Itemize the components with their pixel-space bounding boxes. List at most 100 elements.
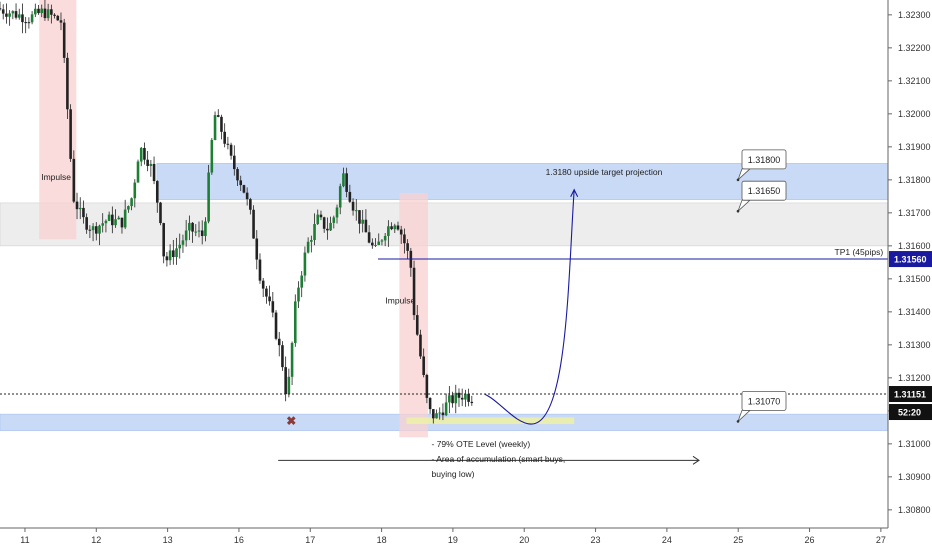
- candle[interactable]: [152, 156, 156, 185]
- candle[interactable]: [143, 142, 146, 165]
- candle[interactable]: [88, 225, 92, 239]
- candle[interactable]: [415, 305, 419, 336]
- candle[interactable]: [62, 18, 66, 63]
- candle[interactable]: [168, 244, 172, 266]
- candle[interactable]: [24, 16, 27, 34]
- candle[interactable]: [454, 384, 458, 414]
- candle[interactable]: [364, 209, 368, 233]
- candle[interactable]: [75, 192, 79, 220]
- candle[interactable]: [351, 198, 355, 216]
- candle[interactable]: [249, 197, 252, 215]
- candle[interactable]: [335, 204, 339, 224]
- candle[interactable]: [98, 224, 101, 246]
- candle[interactable]: [40, 4, 44, 18]
- candle[interactable]: [50, 4, 53, 24]
- candle[interactable]: [14, 3, 18, 20]
- candle[interactable]: [265, 285, 268, 304]
- candle[interactable]: [390, 222, 393, 231]
- candle[interactable]: [101, 213, 105, 233]
- candle[interactable]: [21, 3, 24, 34]
- candle[interactable]: [252, 205, 255, 239]
- candle[interactable]: [220, 114, 223, 140]
- candle[interactable]: [155, 180, 159, 213]
- candle[interactable]: [306, 237, 310, 254]
- candle[interactable]: [66, 52, 69, 119]
- candle[interactable]: [432, 409, 435, 424]
- candle[interactable]: [435, 409, 438, 419]
- candle[interactable]: [316, 209, 320, 226]
- candle[interactable]: [91, 223, 95, 242]
- candle[interactable]: [146, 150, 149, 172]
- candle[interactable]: [197, 221, 201, 238]
- candle[interactable]: [213, 111, 217, 141]
- candle[interactable]: [444, 393, 448, 417]
- candle[interactable]: [120, 217, 124, 234]
- candle[interactable]: [136, 159, 140, 183]
- candle[interactable]: [361, 209, 364, 233]
- candle[interactable]: [30, 11, 34, 25]
- candle[interactable]: [159, 201, 162, 226]
- candle[interactable]: [383, 233, 387, 247]
- candle[interactable]: [27, 17, 31, 29]
- candle[interactable]: [8, 10, 11, 26]
- candle[interactable]: [37, 4, 40, 15]
- candle[interactable]: [448, 385, 451, 414]
- candle[interactable]: [457, 388, 461, 407]
- candle[interactable]: [377, 233, 381, 246]
- candle[interactable]: [287, 368, 291, 398]
- candle[interactable]: [406, 239, 409, 260]
- candle[interactable]: [178, 233, 182, 259]
- candle[interactable]: [332, 215, 336, 229]
- candle[interactable]: [165, 252, 169, 267]
- candle[interactable]: [425, 373, 429, 404]
- candle[interactable]: [104, 219, 108, 233]
- candle[interactable]: [53, 13, 56, 19]
- candle[interactable]: [438, 407, 442, 420]
- candle[interactable]: [348, 184, 352, 203]
- candle[interactable]: [261, 277, 265, 298]
- candle[interactable]: [139, 146, 143, 167]
- candle[interactable]: [56, 14, 60, 21]
- candle[interactable]: [239, 175, 243, 192]
- candle[interactable]: [184, 219, 188, 247]
- candle[interactable]: [300, 271, 304, 298]
- candle[interactable]: [207, 164, 210, 224]
- candle[interactable]: [399, 225, 403, 244]
- candle[interactable]: [43, 0, 47, 21]
- candle[interactable]: [123, 199, 127, 230]
- candle[interactable]: [460, 388, 464, 407]
- candle[interactable]: [281, 341, 284, 371]
- candle[interactable]: [17, 8, 21, 20]
- candle[interactable]: [274, 310, 278, 341]
- candle[interactable]: [149, 160, 153, 177]
- candle[interactable]: [358, 210, 361, 234]
- candle[interactable]: [338, 183, 342, 215]
- candle[interactable]: [200, 220, 204, 245]
- candle[interactable]: [326, 217, 329, 240]
- candle[interactable]: [345, 167, 348, 198]
- candle[interactable]: [393, 223, 397, 233]
- candle[interactable]: [188, 215, 191, 241]
- candle[interactable]: [403, 228, 406, 254]
- candle[interactable]: [175, 237, 178, 265]
- candle[interactable]: [233, 145, 236, 176]
- candle[interactable]: [419, 329, 422, 360]
- candle[interactable]: [236, 167, 239, 186]
- candle[interactable]: [226, 136, 230, 150]
- candle[interactable]: [322, 216, 326, 233]
- candle[interactable]: [290, 341, 294, 386]
- candle[interactable]: [367, 225, 371, 244]
- candle[interactable]: [172, 240, 175, 265]
- candle[interactable]: [387, 220, 390, 247]
- candle[interactable]: [441, 403, 445, 421]
- candle[interactable]: [194, 224, 198, 237]
- candle[interactable]: [467, 388, 470, 407]
- candle[interactable]: [329, 216, 332, 231]
- candle[interactable]: [297, 281, 300, 308]
- candle[interactable]: [313, 213, 316, 246]
- candle[interactable]: [258, 253, 262, 284]
- candle[interactable]: [271, 291, 275, 318]
- candle[interactable]: [412, 260, 416, 321]
- candle[interactable]: [69, 104, 72, 162]
